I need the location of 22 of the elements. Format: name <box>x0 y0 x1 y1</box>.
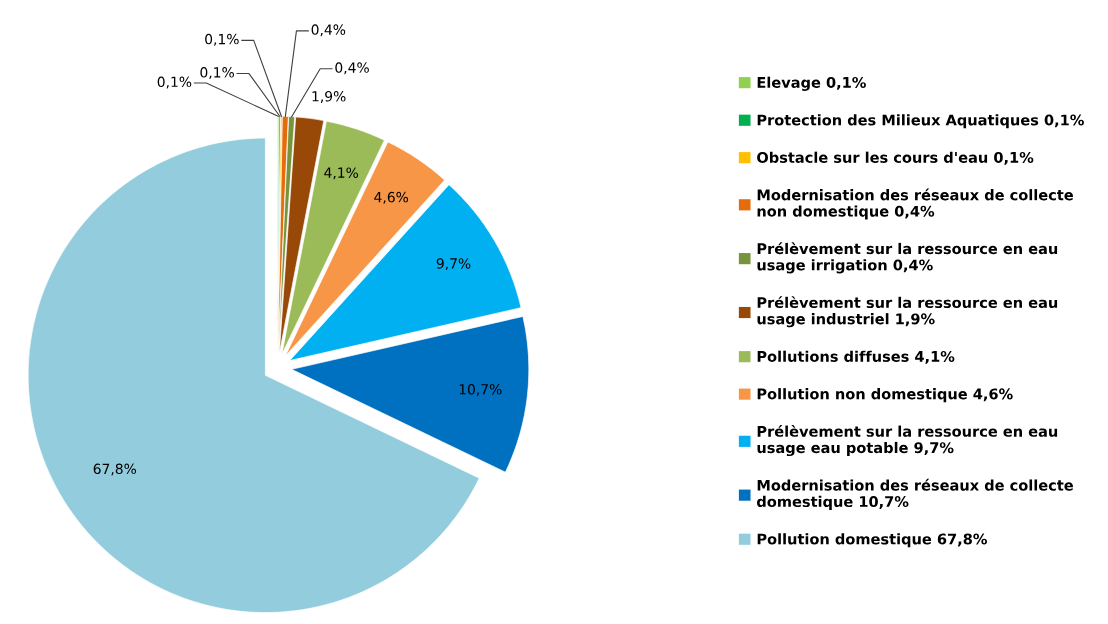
data-label: 4,6% <box>374 191 409 204</box>
data-label: 0,4% <box>335 62 369 75</box>
legend-label: Prélèvement sur la ressource en eau usage irrigation 0,4% <box>757 242 1058 274</box>
legend-label: Prélèvement sur la ressource en eau usage industriel 1,9% <box>757 296 1058 328</box>
legend-label: Obstacle sur les cours d'eau 0,1% <box>757 151 1034 165</box>
data-label: 0,1% <box>200 67 234 79</box>
data-label: 1,9% <box>312 91 346 103</box>
data-label: 0,4% <box>311 24 346 37</box>
legend-label: Protection des Milieux Aquatiques 0,1% <box>757 114 1084 129</box>
legend-label: Modernisation des réseaux de collecte non domestique 0,4% <box>757 188 1073 220</box>
legend-label: Modernisation des réseaux de collecte domestique 10,7% <box>757 478 1073 510</box>
legend-label: Pollution non domestique 4,6% <box>757 388 1013 403</box>
legend-label: Prélèvement sur la ressource en eau usage eau potable 9,7% <box>757 424 1058 457</box>
legend-label: Pollution domestique 67,8% <box>757 533 988 548</box>
data-label: 67,8% <box>93 463 137 476</box>
data-label: 4,1% <box>324 167 359 180</box>
legend-label: Elevage 0,1% <box>757 76 866 91</box>
data-label: 0,1% <box>205 33 239 46</box>
data-label: 10,7% <box>459 384 502 396</box>
data-label: 9,7% <box>436 258 471 271</box>
data-label: 0,1% <box>157 76 192 89</box>
legend-label: Pollutions diffuses 4,1% <box>757 350 955 364</box>
